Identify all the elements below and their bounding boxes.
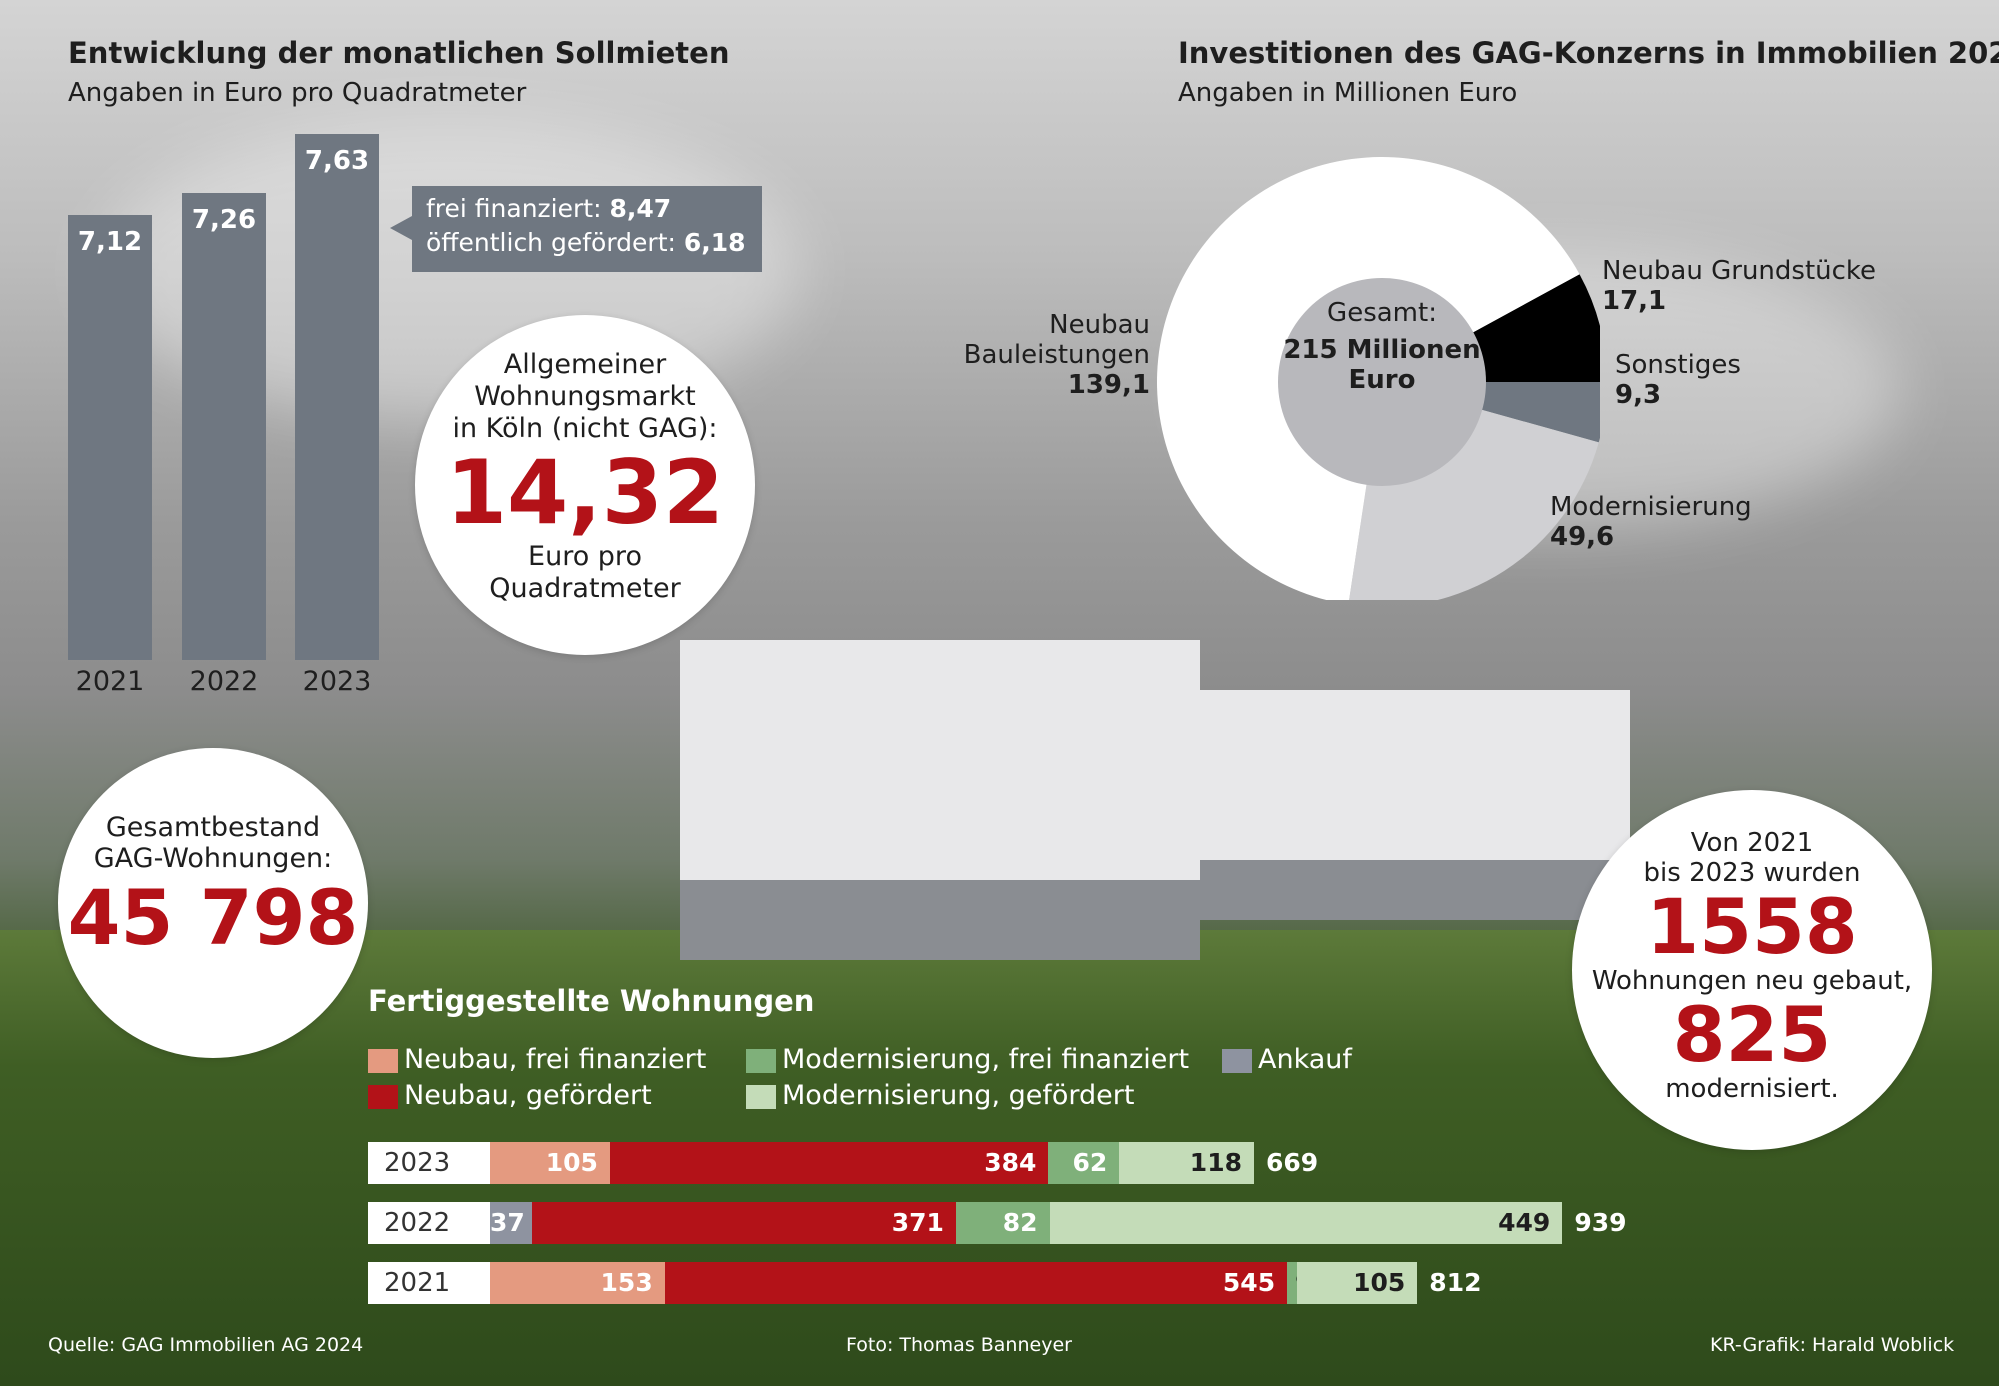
callout-label-frei: frei finanziert: xyxy=(426,194,610,223)
stacked-segment: 82 xyxy=(955,1202,1050,1244)
pie-label: Neubau Bauleistungen 139,1 xyxy=(900,310,1150,400)
donut-center-line3: Euro xyxy=(1349,365,1416,395)
legend-item: Modernisierung, frei finanziert xyxy=(746,1044,1189,1075)
built-line3: Wohnungen neu gebaut, xyxy=(1591,966,1913,996)
market-price-value: 14,32 xyxy=(445,441,725,544)
market-line3: in Köln (nicht GAG): xyxy=(452,413,718,444)
source-credit: Quelle: GAG Immobilien AG 2024 xyxy=(48,1334,364,1356)
rent-bar-value: 7,26 xyxy=(191,205,257,235)
callout-label-gefoerdert: öffentlich gefördert: xyxy=(426,228,684,257)
rent-callout: frei finanziert: 8,47 öffentlich geförde… xyxy=(390,186,762,272)
legend-item: Neubau, frei finanziert xyxy=(368,1044,706,1075)
stacked-row-year: 2022 xyxy=(368,1202,490,1244)
legend-label: Neubau, frei finanziert xyxy=(404,1044,707,1075)
stacked-segment: 105 xyxy=(490,1142,610,1184)
pie-label: Modernisierung 49,6 xyxy=(1550,492,1752,552)
stacked-row-total: 669 xyxy=(1265,1148,1319,1177)
pie-label-name: Neubau xyxy=(1049,310,1150,340)
stacked-row-2023: 2023 105 384 62 118 669 xyxy=(368,1142,1968,1184)
building-left-base xyxy=(680,880,1200,960)
market-line1: Allgemeiner xyxy=(503,349,667,380)
legend-swatch xyxy=(368,1048,398,1073)
built-modernized-value: 825 xyxy=(1672,990,1832,1079)
stacked-segment: 545 xyxy=(664,1262,1288,1304)
stock-circle: Gesamtbestand GAG-Wohnungen: 45 798 xyxy=(58,748,368,1058)
legend-label: Neubau, gefördert xyxy=(404,1080,652,1111)
rent-bar-value: 7,63 xyxy=(304,146,370,176)
legend-item: Neubau, gefördert xyxy=(368,1080,652,1111)
legend-label: Ankauf xyxy=(1258,1044,1352,1075)
built-line1: Von 2021 xyxy=(1690,828,1814,858)
rent-year-label: 2021 xyxy=(75,666,145,697)
pie-label-value: 49,6 xyxy=(1550,522,1615,552)
stacked-segment: 62 xyxy=(1048,1142,1120,1184)
construction-summary-circle: Von 2021 bis 2023 wurden 1558 Wohnungen … xyxy=(1572,790,1932,1150)
rent-year-label: 2022 xyxy=(189,666,259,697)
stacked-segment: 371 xyxy=(532,1202,956,1244)
donut-center-line1: Gesamt: xyxy=(1327,298,1437,328)
pie-label-value: 9,3 xyxy=(1615,380,1662,410)
stacked-segment: 153 xyxy=(490,1262,665,1304)
stacked-row-total: 939 xyxy=(1574,1208,1627,1237)
graphic-credit: KR-Grafik: Harald Woblick xyxy=(1710,1334,1955,1356)
stacked-segment: 449 xyxy=(1049,1202,1563,1244)
market-price-circle: Allgemeiner Wohnungsmarkt in Köln (nicht… xyxy=(415,315,755,655)
pie-label: Neubau Grundstücke 17,1 xyxy=(1602,256,1876,316)
pie-label-name: Bauleistungen xyxy=(963,340,1150,370)
rent-chart-subtitle: Angaben in Euro pro Quadratmeter xyxy=(68,78,527,108)
building-right-base xyxy=(1200,860,1630,920)
built-new-value: 1558 xyxy=(1646,882,1858,971)
rent-year-label: 2023 xyxy=(302,666,372,697)
stacked-row-total: 812 xyxy=(1429,1268,1482,1297)
pie-label: Sonstiges 9,3 xyxy=(1615,350,1741,410)
built-line2: bis 2023 wurden xyxy=(1643,858,1861,888)
legend-item: Modernisierung, gefördert xyxy=(746,1080,1134,1111)
stacked-segment: 118 xyxy=(1119,1142,1254,1184)
stacked-segment: 37 xyxy=(490,1202,533,1244)
legend-label: Modernisierung, gefördert xyxy=(782,1080,1135,1111)
legend-swatch xyxy=(1222,1048,1252,1073)
stacked-row-2021: 20211535459105812 xyxy=(368,1262,1968,1304)
rent-bar-2022: 7,26 xyxy=(182,193,266,660)
callout-value-frei: 8,47 xyxy=(609,194,672,223)
rent-chart-title: Entwicklung der monatlichen Sollmieten xyxy=(68,36,730,70)
callout-value-gefoerdert: 6,18 xyxy=(683,228,746,257)
market-line2: Wohnungsmarkt xyxy=(474,381,696,412)
legend-swatch xyxy=(746,1084,776,1109)
pie-label-name: Modernisierung xyxy=(1550,492,1752,522)
stacked-segment: 105 xyxy=(1297,1262,1418,1304)
donut-center-line2: 215 Millionen xyxy=(1283,335,1480,365)
stacked-row-year: 2023 xyxy=(368,1142,490,1184)
rent-bar-2023: 7,63 xyxy=(295,134,379,660)
donut-center xyxy=(1278,278,1486,486)
built-line4: modernisiert. xyxy=(1665,1074,1839,1104)
pie-chart-subtitle: Angaben in Millionen Euro xyxy=(1178,78,1518,108)
pie-label-value: 139,1 xyxy=(1067,370,1150,400)
legend-swatch xyxy=(368,1084,398,1109)
stacked-segment: 384 xyxy=(609,1142,1049,1184)
stock-value: 45 798 xyxy=(67,873,359,962)
rent-bar-2021: 7,12 xyxy=(68,215,152,660)
market-unit2: Quadratmeter xyxy=(489,573,681,604)
rent-bar-value: 7,12 xyxy=(77,227,143,257)
legend-item: Ankauf xyxy=(1222,1044,1352,1075)
investment-donut-chart: Gesamt: 215 Millionen Euro xyxy=(1157,157,1600,600)
pie-label-name: Neubau Grundstücke xyxy=(1602,256,1877,286)
completed-chart-title: Fertiggestellte Wohnungen xyxy=(368,984,815,1018)
stacked-row-year: 2021 xyxy=(368,1262,490,1304)
legend-swatch xyxy=(746,1048,776,1073)
legend-label: Modernisierung, frei finanziert xyxy=(782,1044,1190,1075)
stacked-row-2022: 2022 37 371 82 449 939 xyxy=(368,1202,1968,1244)
market-unit1: Euro pro xyxy=(528,541,642,572)
pie-label-value: 17,1 xyxy=(1602,286,1667,316)
stock-line2: GAG-Wohnungen: xyxy=(93,843,333,874)
photo-credit: Foto: Thomas Banneyer xyxy=(846,1334,1072,1356)
pie-label-name: Sonstiges xyxy=(1615,350,1741,380)
stock-line1: Gesamtbestand xyxy=(105,812,321,843)
pie-chart-title: Investitionen des GAG-Konzerns in Immobi… xyxy=(1178,36,1999,70)
